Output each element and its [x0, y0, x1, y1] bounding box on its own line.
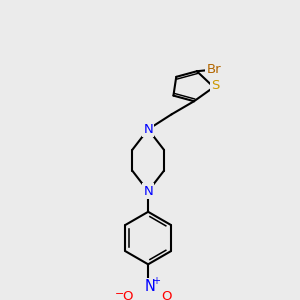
- Text: O: O: [162, 290, 172, 300]
- Text: +: +: [152, 276, 160, 286]
- Text: N: N: [145, 279, 155, 294]
- Text: N: N: [143, 185, 153, 198]
- Text: O: O: [122, 290, 133, 300]
- Text: −: −: [115, 289, 125, 299]
- Text: Br: Br: [206, 63, 221, 76]
- Text: S: S: [212, 79, 220, 92]
- Text: N: N: [143, 123, 153, 136]
